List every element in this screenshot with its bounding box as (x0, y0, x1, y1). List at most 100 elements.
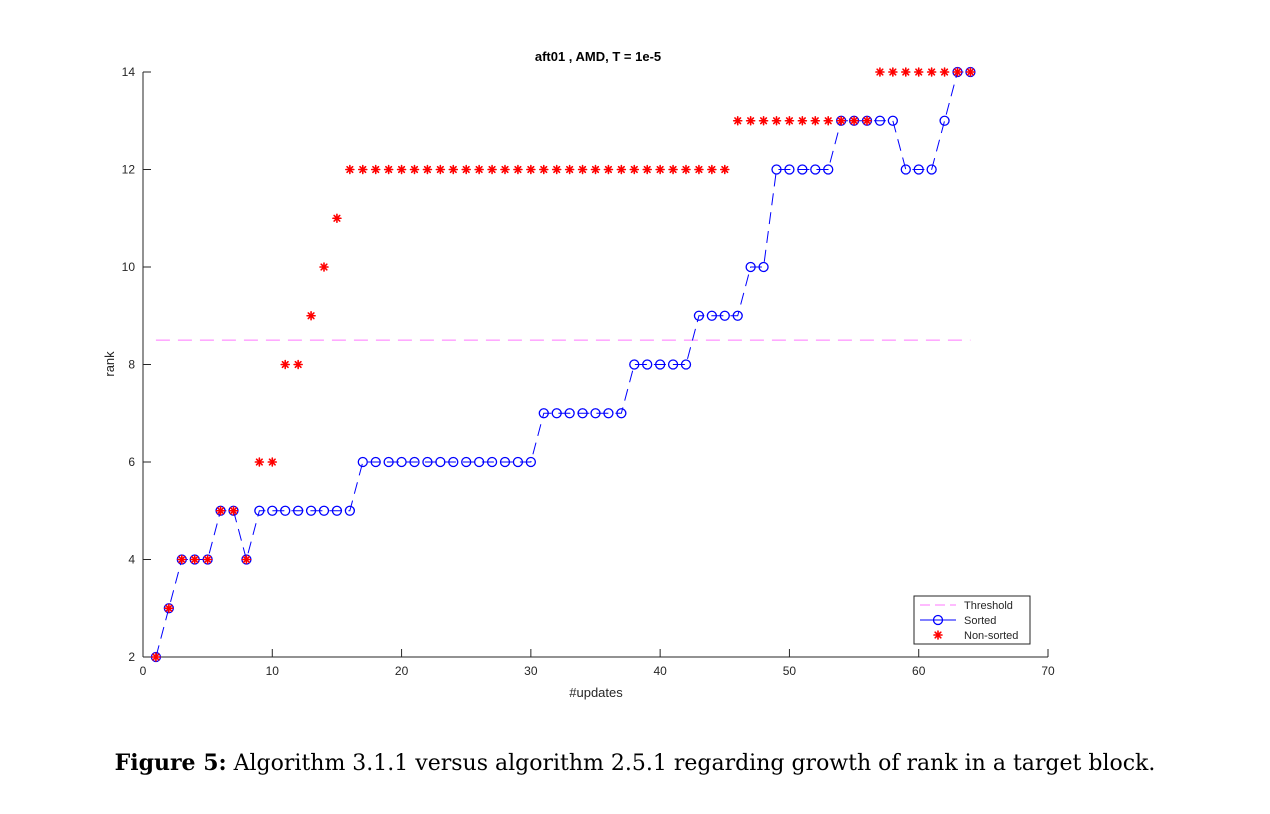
non-sorted-point (668, 164, 678, 175)
non-sorted-point (176, 554, 187, 565)
non-sorted-point (564, 164, 575, 175)
sorted-point (318, 505, 330, 516)
sorted-point (900, 164, 911, 175)
legend-label: Sorted (964, 615, 996, 627)
caption-text: Algorithm 3.1.1 versus algorithm 2.5.1 r… (226, 751, 1156, 776)
non-sorted-point (758, 115, 769, 126)
non-sorted-point (280, 359, 291, 370)
non-sorted-point (202, 554, 213, 565)
non-sorted-point (952, 67, 963, 77)
non-sorted-point (913, 67, 924, 77)
non-sorted-point (461, 164, 472, 175)
sorted-point (926, 164, 937, 175)
sorted-point (331, 505, 343, 516)
sorted-point (719, 310, 730, 321)
legend-item-threshold: Threshold (920, 600, 1013, 612)
non-sorted-point (965, 67, 976, 77)
non-sorted-point (241, 554, 252, 565)
legend: Threshold Sorted Non-sorted (913, 595, 1031, 645)
sorted-point (292, 505, 304, 516)
non-sorted-point (422, 164, 433, 175)
sorted-point (616, 408, 627, 419)
non-sorted-point (370, 164, 381, 175)
non-sorted-series (151, 67, 976, 662)
sorted-point (486, 456, 498, 468)
non-sorted-point (448, 164, 459, 175)
x-tick-label: 0 (140, 664, 147, 678)
sorted-point (577, 408, 588, 419)
legend-label: Threshold (964, 600, 1013, 612)
sorted-point (422, 456, 433, 468)
sorted-point (667, 359, 679, 370)
sorted-point (654, 359, 666, 370)
non-sorted-point (151, 652, 161, 662)
sorted-point (603, 408, 614, 419)
sorted-point (771, 164, 782, 175)
sorted-point (693, 310, 705, 321)
sorted-point (642, 359, 653, 370)
sorted-point (267, 505, 278, 516)
sorted-point (680, 359, 692, 370)
sorted-line (155, 71, 971, 658)
legend-swatch-marker (932, 614, 944, 626)
sorted-point (706, 310, 718, 321)
sorted-point (629, 359, 640, 370)
non-sorted-point (939, 67, 950, 77)
non-sorted-point (694, 164, 704, 175)
sorted-point (344, 505, 356, 516)
non-sorted-point (836, 115, 846, 126)
sorted-point (874, 115, 886, 126)
non-sorted-point (164, 603, 174, 614)
sorted-point (396, 456, 407, 468)
x-axis-label: #updates (569, 685, 623, 700)
non-sorted-point (228, 505, 239, 516)
sorted-point (797, 164, 808, 175)
y-tick-label: 12 (122, 163, 136, 177)
y-tick-label: 6 (128, 455, 135, 469)
sorted-point (435, 456, 446, 468)
non-sorted-point (629, 164, 640, 175)
legend-swatch-marker (933, 630, 943, 640)
sorted-point (448, 456, 459, 468)
x-tick-label: 70 (1041, 664, 1055, 678)
sorted-point (732, 310, 743, 321)
non-sorted-point (215, 505, 226, 516)
non-sorted-point (642, 164, 653, 175)
sorted-point (409, 456, 420, 468)
caption-label: Figure 5: (114, 750, 227, 776)
non-sorted-point (823, 115, 834, 126)
sorted-point (590, 408, 601, 419)
non-sorted-point (435, 164, 446, 175)
sorted-point (784, 164, 795, 175)
x-tick-label: 40 (653, 664, 667, 678)
non-sorted-point (332, 213, 342, 224)
non-sorted-point (616, 164, 627, 175)
non-sorted-point (784, 115, 795, 126)
non-sorted-point (526, 164, 536, 175)
non-sorted-point (551, 164, 562, 175)
y-tick-label: 14 (122, 65, 136, 79)
sorted-point (823, 164, 834, 175)
non-sorted-point (888, 67, 898, 77)
non-sorted-point (707, 164, 717, 175)
sorted-point (357, 456, 368, 468)
non-sorted-point (345, 164, 355, 175)
sorted-point (473, 456, 485, 468)
x-tick-label: 30 (524, 664, 538, 678)
non-sorted-point (810, 115, 821, 126)
rank-chart: 0 10 20 30 40 50 60 70 2 4 6 8 10 12 14 Threshold Sorte… (102, 49, 1055, 700)
non-sorted-point (732, 115, 743, 126)
sorted-point (887, 115, 899, 126)
non-sorted-point (719, 164, 730, 175)
non-sorted-point (267, 457, 278, 467)
sorted-point (538, 408, 549, 419)
non-sorted-point (875, 67, 885, 77)
non-sorted-point (383, 164, 394, 175)
sorted-point (939, 115, 950, 126)
legend-item-sorted: Sorted (920, 614, 996, 627)
non-sorted-point (577, 164, 588, 175)
sorted-point (461, 456, 472, 468)
non-sorted-point (513, 164, 523, 175)
non-sorted-point (797, 115, 808, 126)
